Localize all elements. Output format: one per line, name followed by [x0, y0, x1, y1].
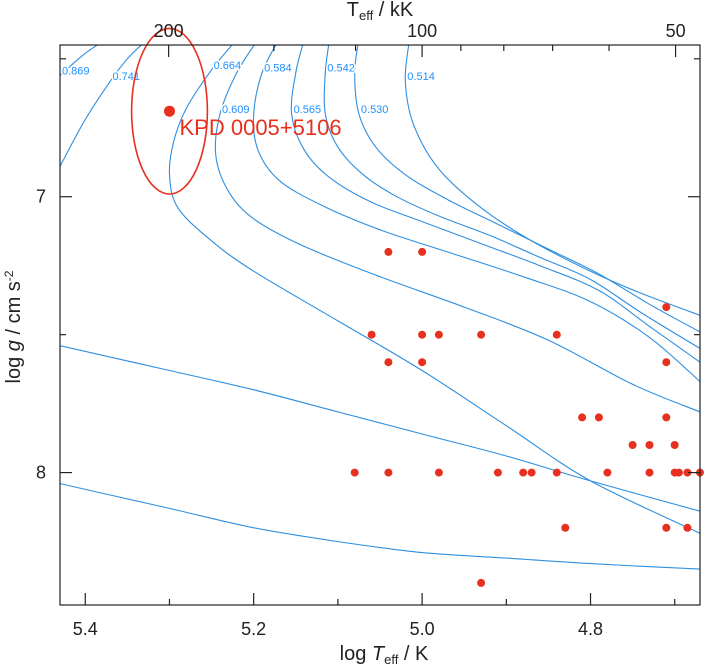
track-line: [60, 483, 700, 570]
data-point: [418, 247, 427, 256]
track-line: [60, 45, 99, 76]
data-point: [603, 468, 612, 477]
data-point: [552, 330, 561, 339]
track-line: [404, 45, 700, 316]
track-label: 0.542: [327, 63, 355, 75]
track-line: [323, 45, 700, 349]
track-line: [354, 45, 700, 333]
data-point: [662, 523, 671, 532]
top-axis-label: Teff / kK: [347, 0, 414, 23]
data-point: [645, 441, 654, 449]
track-line: [60, 345, 700, 512]
error-ellipse: [130, 27, 209, 195]
data-point: [350, 468, 359, 477]
top-tick-label: 200: [154, 21, 184, 41]
track-line: [290, 45, 700, 363]
data-point: [683, 523, 692, 532]
track-line: [214, 45, 700, 413]
data-point: [674, 468, 683, 477]
data-point: [662, 303, 671, 312]
data-point: [384, 468, 393, 477]
ticks-layer: 5.4 5.2 5.0 4.8 7 8 200 100 50: [36, 21, 700, 639]
data-point: [519, 468, 528, 477]
track-label: 0.609: [222, 104, 250, 116]
tracks-layer: [60, 45, 700, 570]
track-line: [60, 45, 143, 167]
highlight-label: KPD 0005+5106: [180, 115, 342, 140]
data-point: [552, 468, 561, 477]
data-point: [683, 468, 692, 477]
x-tick-label: 5.2: [241, 619, 266, 639]
points-layer: [350, 247, 704, 587]
data-point: [367, 330, 376, 339]
y-tick-label: 7: [36, 187, 46, 207]
plot-frame: [59, 44, 701, 606]
track-label: 0.565: [294, 104, 322, 116]
data-point: [384, 247, 393, 256]
data-point: [662, 358, 671, 367]
data-point: [384, 358, 393, 367]
data-point: [493, 468, 502, 477]
highlight-layer: KPD 0005+5106: [130, 27, 342, 195]
track-label: 0.664: [214, 60, 242, 72]
data-point: [527, 468, 536, 477]
data-point: [434, 330, 443, 339]
x-tick-label: 4.8: [578, 619, 603, 639]
x-tick-label: 5.0: [410, 619, 435, 639]
data-point: [418, 330, 427, 339]
data-point: [670, 441, 679, 449]
top-tick-label: 100: [407, 21, 437, 41]
track-labels-layer: 0.869 0.7410.6640.6090.5840.5650.5420.530…: [61, 58, 437, 117]
data-point: [434, 468, 443, 477]
data-point: [578, 413, 587, 422]
data-point: [477, 330, 486, 339]
track-label: 0.869: [62, 65, 90, 77]
x-axis-label: log Teff / K: [340, 643, 429, 667]
highlight-point: [164, 105, 175, 117]
data-point: [594, 413, 603, 422]
track-label: 0.584: [264, 63, 292, 75]
track-label: 0.530: [361, 104, 389, 116]
y-tick-label: 8: [36, 463, 46, 483]
top-tick-label: 50: [666, 21, 686, 41]
data-point: [662, 413, 671, 422]
track-label: 0.514: [407, 71, 435, 83]
data-point: [477, 578, 486, 587]
data-point: [418, 358, 427, 367]
track-line: [168, 45, 700, 534]
track-line: [252, 45, 700, 383]
y-axis-label: log g / cm s-2: [2, 270, 25, 383]
x-tick-label: 5.4: [73, 619, 98, 639]
data-point: [561, 523, 570, 532]
data-point: [645, 468, 654, 477]
data-point: [628, 441, 637, 449]
